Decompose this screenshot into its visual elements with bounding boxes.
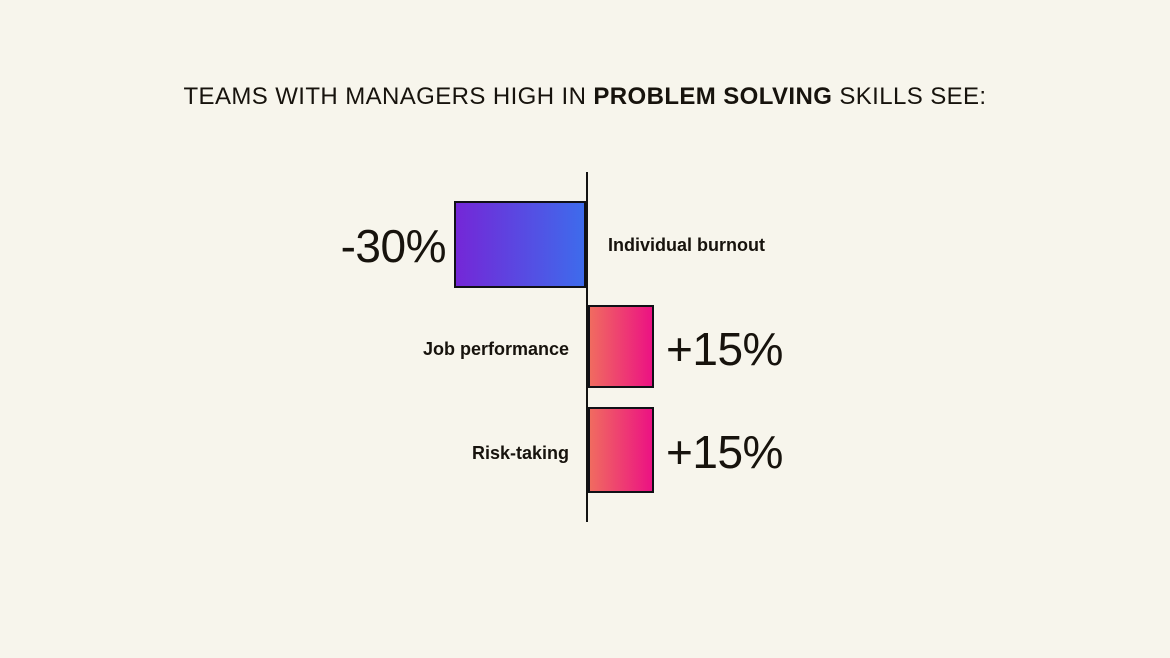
value-label-job-performance: +15% — [666, 323, 783, 375]
title-text-regular: TEAMS WITH MANAGERS HIGH IN — [183, 83, 594, 110]
category-label-risk-taking: Risk-taking — [471, 443, 569, 464]
bar-job-performance — [588, 305, 654, 388]
zero-axis-line — [586, 172, 588, 522]
bar-individual-burnout — [454, 201, 586, 288]
category-label-individual-burnout: Individual burnout — [608, 235, 765, 256]
value-label-risk-taking: +15% — [666, 426, 783, 478]
bar-risk-taking — [588, 407, 654, 493]
title-text-suffix: SKILLS SEE: — [832, 83, 987, 110]
chart-title: TEAMS WITH MANAGERS HIGH IN PROBLEM SOLV… — [0, 85, 1170, 109]
title-text-bold-phrase: PROBLEM SOLVING — [593, 83, 833, 110]
value-label-individual-burnout: -30% — [340, 220, 447, 272]
category-label-job-performance: Job performance — [422, 339, 569, 360]
